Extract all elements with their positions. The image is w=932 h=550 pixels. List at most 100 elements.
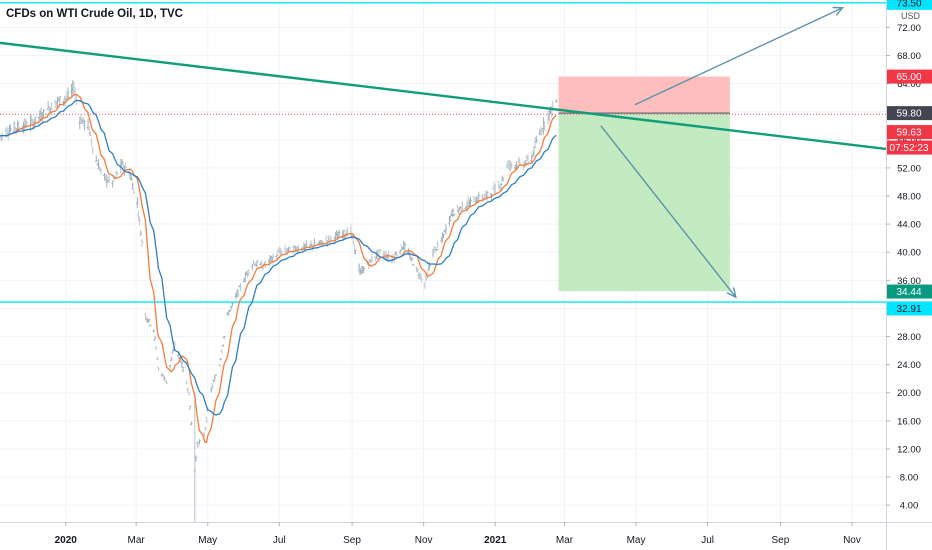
price-bar	[272, 253, 275, 258]
price-bar	[251, 264, 254, 271]
price-axis-label-text: 73.50	[896, 0, 921, 9]
price-bar	[165, 380, 168, 385]
price-bar	[205, 416, 208, 423]
price-axis-panel	[886, 0, 932, 550]
price-bar	[180, 360, 184, 368]
price-bar	[518, 157, 522, 166]
price-bar	[442, 233, 445, 238]
position-stop-zone	[558, 76, 730, 114]
price-bar	[116, 171, 119, 175]
price-axis-label-bg	[887, 106, 932, 121]
price-bar	[236, 288, 240, 297]
price-axis-label: 59.80	[887, 106, 932, 121]
price-bar	[231, 301, 234, 307]
price-axis-label-text: 07:52:23	[890, 143, 929, 154]
x-tick-label: 2021	[484, 535, 507, 546]
price-bar	[398, 249, 402, 255]
plot-area	[0, 0, 886, 522]
x-tick-label: Jul	[273, 535, 286, 546]
price-bar	[485, 190, 489, 201]
moving-average-fast	[0, 93, 557, 444]
price-bar	[227, 309, 231, 317]
price-bar	[269, 255, 273, 262]
price-bar	[499, 182, 503, 190]
price-bar	[280, 250, 283, 255]
projection-arrow	[600, 125, 737, 299]
price-bar	[370, 253, 374, 262]
x-tick-label: Mar	[556, 535, 574, 546]
price-bar	[247, 268, 251, 277]
price-bar	[130, 176, 133, 181]
x-tick-label: Nov	[415, 535, 433, 546]
price-bar	[12, 121, 16, 133]
price-bar	[337, 229, 341, 237]
y-tick-label: 8.00	[900, 473, 919, 484]
projection-arrow-shaft	[634, 7, 843, 106]
price-bar	[510, 162, 513, 169]
price-axis-label-text: 59.63	[896, 128, 921, 139]
currency-unit-label: USD	[900, 11, 920, 21]
price-bar	[173, 340, 177, 347]
price-bar	[136, 196, 139, 208]
price-bar	[42, 108, 45, 118]
price-bar	[411, 264, 415, 266]
y-tick-label: 24.00	[897, 360, 921, 371]
price-bar	[222, 336, 226, 340]
price-bar	[403, 242, 407, 253]
price-bar	[131, 182, 134, 190]
y-tick-label: 64.00	[897, 79, 921, 90]
price-bar	[423, 282, 427, 289]
price-bar	[91, 146, 95, 155]
price-bar	[140, 239, 144, 247]
chart-title: CFDs on WTI Crude Oil, 1D, TVC	[6, 8, 183, 20]
position-target-zone	[558, 113, 730, 292]
price-bar	[105, 174, 109, 188]
price-bar	[497, 180, 501, 189]
price-bar	[239, 282, 242, 292]
price-bar	[211, 383, 214, 389]
y-tick-label: 68.00	[897, 51, 921, 62]
price-bar	[229, 306, 233, 310]
price-axis-label-bg	[887, 125, 932, 140]
price-bar	[378, 249, 382, 252]
price-axis-label-bg	[887, 69, 932, 84]
price-bar	[362, 266, 366, 274]
time-axis-panel	[0, 522, 932, 550]
price-bar	[185, 380, 188, 385]
price-bar	[144, 312, 147, 320]
price-bar	[90, 138, 93, 147]
x-tick-label: May	[627, 535, 646, 546]
price-bar	[138, 217, 141, 226]
price-bar	[436, 240, 440, 249]
price-axis-label-text: 32.91	[896, 304, 921, 315]
projection-arrow-shaft	[600, 125, 737, 298]
price-bar	[469, 196, 472, 206]
price-bar	[228, 309, 232, 312]
price-axis-label-bg	[887, 301, 932, 316]
price-bar	[354, 250, 357, 255]
y-tick-label: 28.00	[897, 332, 921, 343]
price-bar	[50, 102, 53, 111]
price-axis-label: 07:52:23	[887, 140, 932, 155]
y-tick-label: 16.00	[897, 416, 921, 427]
price-bar	[111, 180, 114, 188]
price-bar	[218, 364, 221, 367]
y-tick-label: 12.00	[897, 444, 921, 455]
price-bar	[457, 208, 461, 215]
price-bar	[214, 374, 218, 376]
price-bar	[168, 365, 172, 369]
y-tick-label: 36.00	[897, 276, 921, 287]
price-axis-label-bg	[887, 284, 932, 299]
price-bar	[188, 405, 192, 410]
price-axis-label-text: 59.80	[896, 109, 921, 120]
price-axis-label: 73.50	[887, 0, 932, 10]
x-tick-label: Nov	[843, 535, 861, 546]
price-bar	[452, 213, 456, 217]
price-bar	[533, 137, 537, 149]
y-tick-label: 72.00	[897, 23, 921, 34]
price-bar	[9, 124, 12, 132]
price-bar	[189, 421, 193, 426]
price-bar	[523, 160, 526, 168]
trendline	[0, 41, 887, 151]
